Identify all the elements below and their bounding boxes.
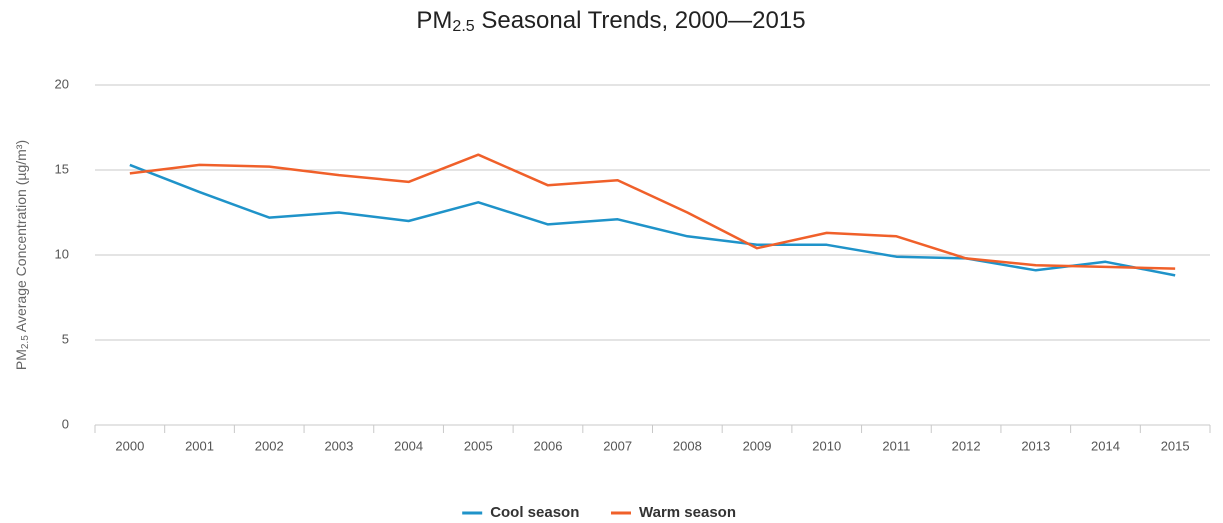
y-tick-label: 10 (55, 246, 69, 261)
x-tick-label: 2011 (882, 438, 910, 453)
title-subscript: 2.5 (452, 18, 474, 35)
legend-label: Warm season (639, 504, 736, 521)
x-tick-label: 2001 (185, 438, 214, 453)
x-tick-label: 2007 (603, 438, 632, 453)
legend-label: Cool season (490, 504, 579, 521)
title-part: PM (416, 7, 452, 34)
y-tick-label: 0 (62, 416, 69, 431)
x-tick-label: 2008 (673, 438, 702, 453)
y-tick-label: 20 (55, 76, 69, 91)
chart-title: PM2.5 Seasonal Trends, 2000—2015 (416, 7, 805, 35)
y-label-part: Average Concentration (µg/m³) (13, 140, 29, 335)
y-axis-label: PM2.5 Average Concentration (µg/m³) (13, 140, 31, 370)
y-label-part: PM (13, 349, 29, 370)
series-line (129, 153, 1176, 270)
x-tick-label: 2015 (1161, 438, 1190, 453)
title-part: Seasonal Trends, 2000—2015 (475, 7, 806, 34)
x-tick-label: 2014 (1091, 438, 1120, 453)
x-tick-label: 2010 (812, 438, 841, 453)
y-tick-label: 5 (62, 331, 69, 346)
x-tick-label: 2004 (394, 438, 423, 453)
series-line (129, 163, 1176, 277)
x-tick-label: 2005 (464, 438, 493, 453)
x-tick-label: 2006 (534, 438, 563, 453)
x-tick-label: 2003 (324, 438, 353, 453)
x-tick-label: 2000 (115, 438, 144, 453)
x-tick-label: 2012 (952, 438, 981, 453)
y-label-subscript: 2.5 (20, 335, 31, 349)
x-tick-label: 2013 (1021, 438, 1050, 453)
y-tick-label: 15 (55, 161, 69, 176)
x-tick-label: 2002 (255, 438, 284, 453)
x-tick-label: 2009 (743, 438, 772, 453)
